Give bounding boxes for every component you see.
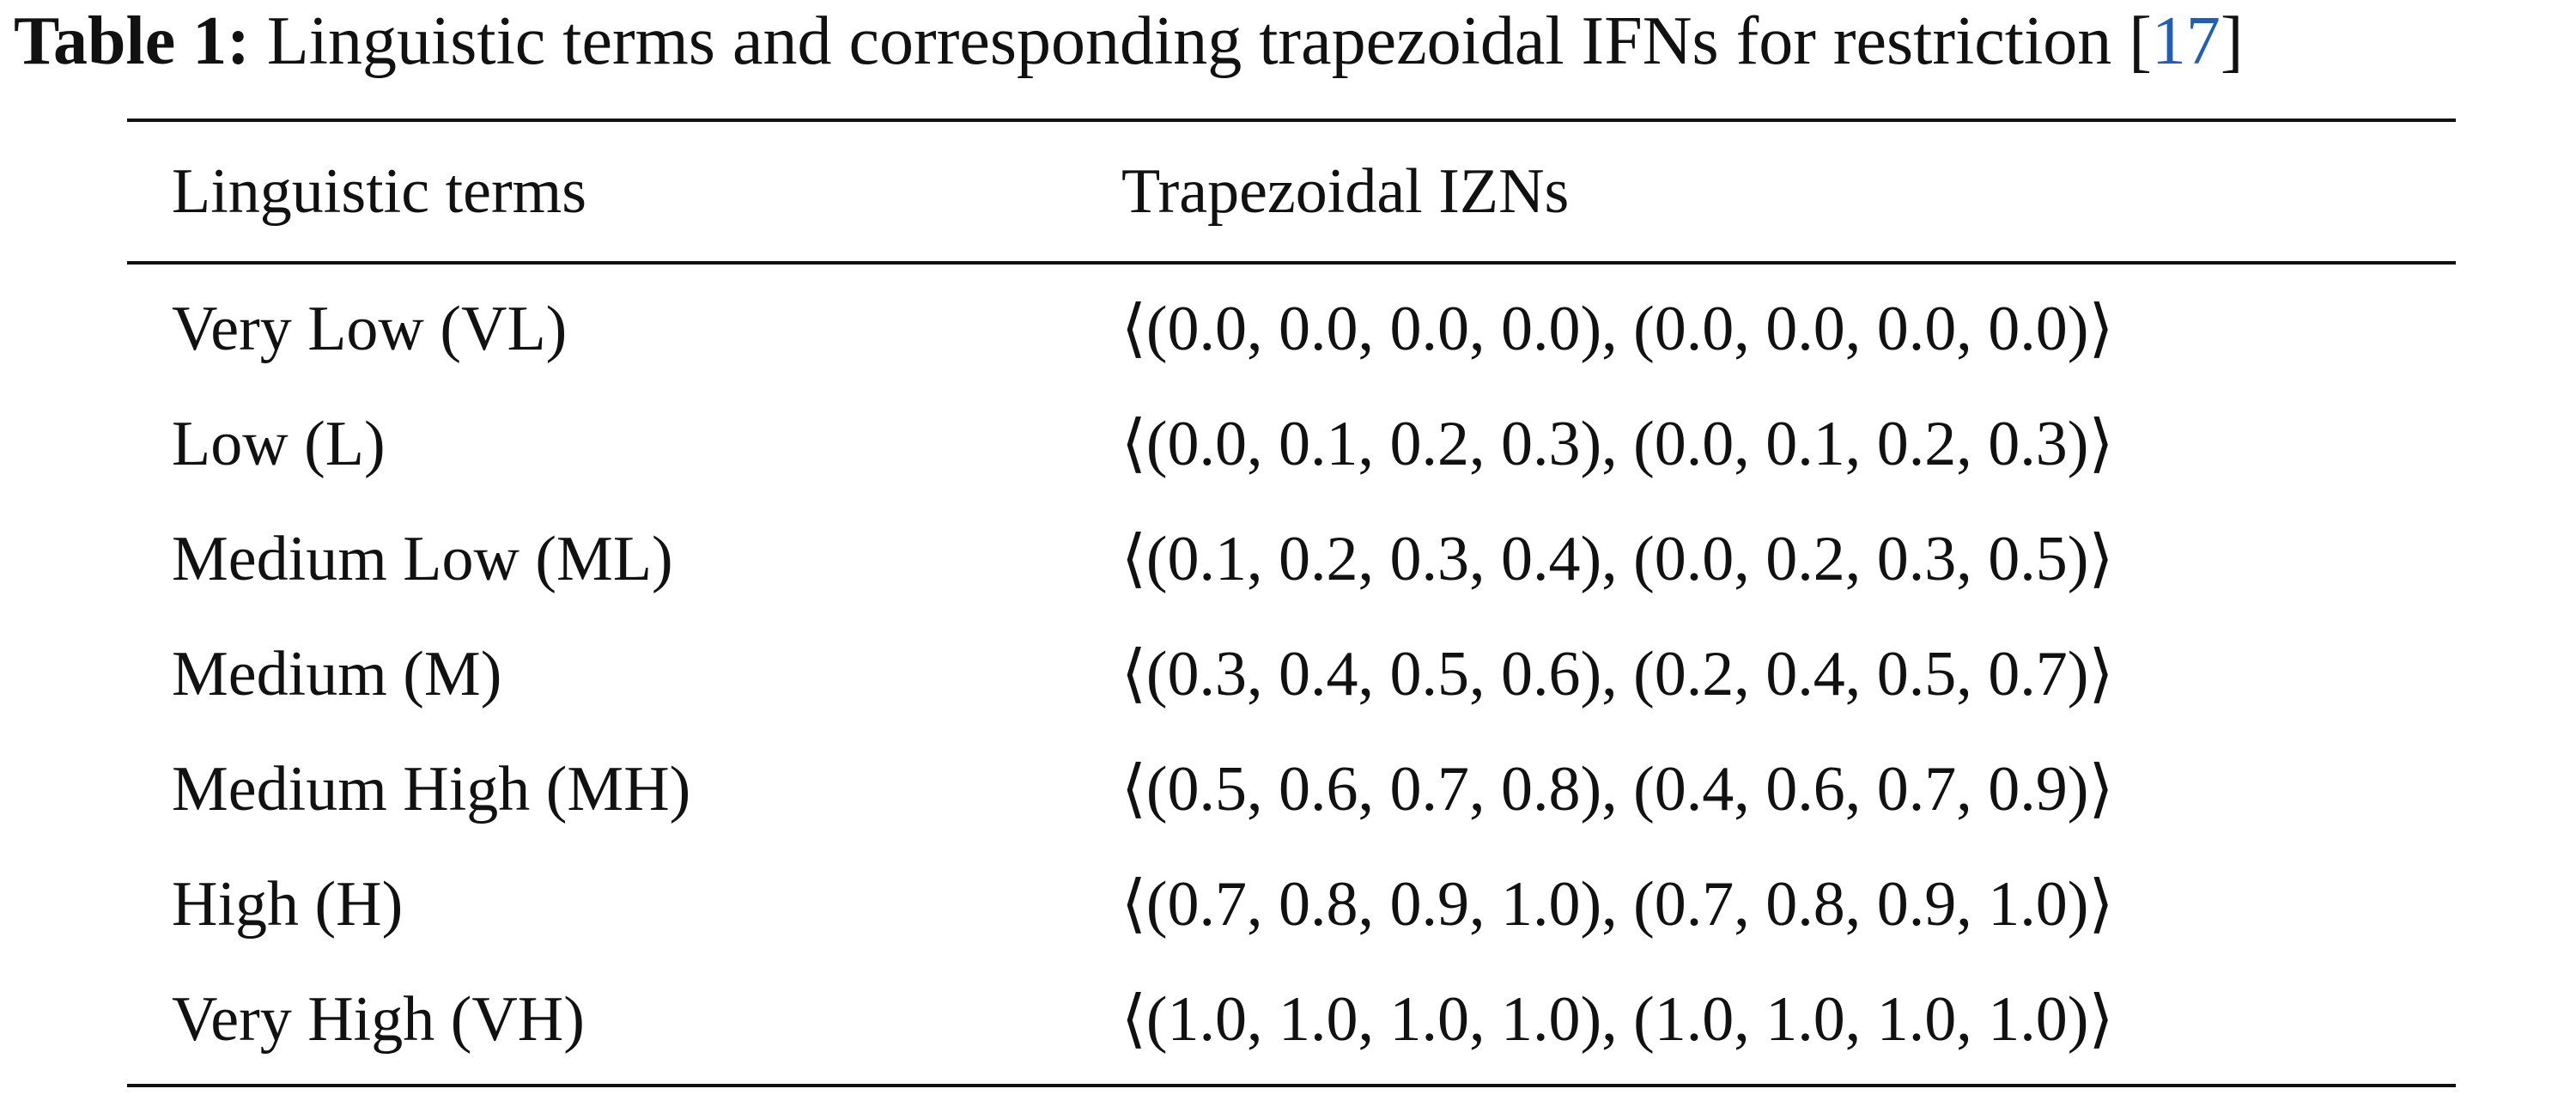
header-rule xyxy=(127,261,2456,265)
table-row: Very High (VH) ⟨(1.0, 1.0, 1.0, 1.0), (1… xyxy=(127,962,2456,1077)
citation-link[interactable]: 17 xyxy=(2151,3,2221,79)
value-cell: ⟨(1.0, 1.0, 1.0, 1.0), (1.0, 1.0, 1.0, 1… xyxy=(1121,984,2114,1055)
value-cell: ⟨(0.7, 0.8, 0.9, 1.0), (0.7, 0.8, 0.9, 1… xyxy=(1121,869,2114,940)
value-cell: ⟨(0.0, 0.1, 0.2, 0.3), (0.0, 0.1, 0.2, 0… xyxy=(1121,409,2114,479)
table-row: High (H) ⟨(0.7, 0.8, 0.9, 1.0), (0.7, 0.… xyxy=(127,847,2456,962)
table-row: Very Low (VL) ⟨(0.0, 0.0, 0.0, 0.0), (0.… xyxy=(127,271,2456,386)
table-row: Low (L) ⟨(0.0, 0.1, 0.2, 0.3), (0.0, 0.1… xyxy=(127,386,2456,502)
table-body: Very Low (VL) ⟨(0.0, 0.0, 0.0, 0.0), (0.… xyxy=(127,265,2456,1084)
table-caption: Table 1: Linguistic terms and correspond… xyxy=(14,0,2244,82)
value-cell: ⟨(0.3, 0.4, 0.5, 0.6), (0.2, 0.4, 0.5, 0… xyxy=(1121,639,2114,709)
caption-citation: [17] xyxy=(2129,3,2243,79)
term-cell: Medium (M) xyxy=(172,639,502,709)
term-cell: Very Low (VL) xyxy=(172,294,568,364)
value-cell: ⟨(0.5, 0.6, 0.7, 0.8), (0.4, 0.6, 0.7, 0… xyxy=(1121,754,2114,824)
term-cell: Low (L) xyxy=(172,409,386,479)
term-cell: High (H) xyxy=(172,869,404,940)
term-cell: Medium High (MH) xyxy=(172,754,691,824)
term-cell: Medium Low (ML) xyxy=(172,524,673,594)
citation-bracket-open: [ xyxy=(2129,3,2152,79)
bottom-rule xyxy=(127,1084,2456,1087)
term-cell: Very High (VH) xyxy=(172,984,585,1055)
table-row: Medium (M) ⟨(0.3, 0.4, 0.5, 0.6), (0.2, … xyxy=(127,617,2456,732)
caption-label: Table 1: xyxy=(14,3,250,79)
caption-text: Linguistic terms and corresponding trape… xyxy=(266,3,2112,79)
data-table: Linguistic terms Trapezoidal IZNs Very L… xyxy=(127,119,2456,1087)
header-trapezoidal-izns: Trapezoidal IZNs xyxy=(1121,156,1570,227)
header-linguistic-terms: Linguistic terms xyxy=(172,156,586,227)
table-row: Medium High (MH) ⟨(0.5, 0.6, 0.7, 0.8), … xyxy=(127,732,2456,847)
value-cell: ⟨(0.0, 0.0, 0.0, 0.0), (0.0, 0.0, 0.0, 0… xyxy=(1121,294,2114,364)
value-cell: ⟨(0.1, 0.2, 0.3, 0.4), (0.0, 0.2, 0.3, 0… xyxy=(1121,524,2114,594)
top-rule xyxy=(127,119,2456,122)
citation-bracket-close: ] xyxy=(2220,3,2244,79)
table-row: Medium Low (ML) ⟨(0.1, 0.2, 0.3, 0.4), (… xyxy=(127,502,2456,617)
table-header-row: Linguistic terms Trapezoidal IZNs xyxy=(127,122,2456,261)
